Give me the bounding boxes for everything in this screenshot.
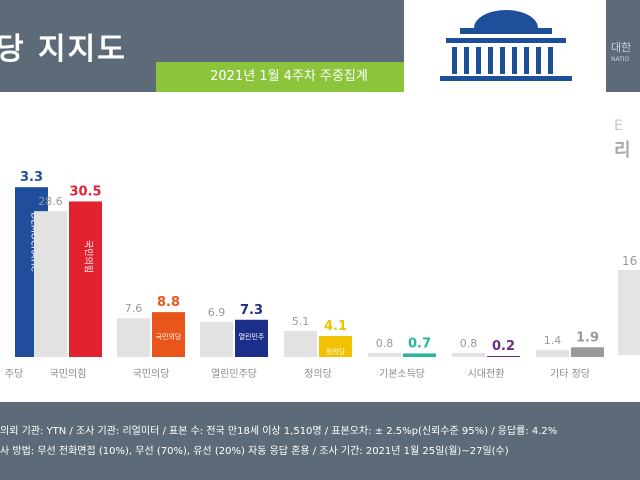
value-label-previous-2: 7.6 <box>125 302 143 315</box>
survey-footer: 의뢰 기관: YTN / 조사 기관: 리얼미터 / 표본 수: 전국 만18세… <box>0 402 640 480</box>
value-label-previous-3: 6.9 <box>208 306 226 319</box>
bar-previous-3 <box>200 321 233 357</box>
bar-current-7 <box>571 347 604 357</box>
page-title: 당 지지도 <box>0 32 127 67</box>
value-label-previous-5: 0.8 <box>376 337 394 350</box>
header-banner: 당 지지도 2021년 1월 4주차 주중집계 대한 NATIO <box>0 0 640 92</box>
right-panel-value: 16 <box>622 254 638 268</box>
value-label-current-4: 4.1 <box>324 319 347 334</box>
bar-previous-4 <box>284 330 317 357</box>
party-logo-text-2: 국민의당 <box>156 332 182 341</box>
party-logo-text-3: 열린민주 <box>239 332 265 341</box>
value-label-previous-4: 5.1 <box>292 315 310 328</box>
category-label-3: 열린민주당 <box>211 368 257 380</box>
bar-current-4 <box>319 336 352 357</box>
value-label-current-2: 8.8 <box>157 295 180 310</box>
value-label-current-1: 30.5 <box>69 184 101 199</box>
value-label-current-3: 7.3 <box>240 303 263 318</box>
value-label-current-7: 1.9 <box>576 330 599 345</box>
national-assembly-icon <box>440 10 572 81</box>
bar-current-2 <box>152 312 185 357</box>
category-label-4: 정의당 <box>304 368 332 380</box>
right-panel-label-2: 리 <box>614 140 631 161</box>
category-label-6: 시대전환 <box>468 368 505 380</box>
category-label-1: 국민의힘 <box>50 368 87 380</box>
bar-current-3 <box>235 319 268 357</box>
value-label-current-0: 3.3 <box>20 170 43 185</box>
emblem-side-sub: NATIO <box>611 56 630 63</box>
emblem-side-text: 대한 <box>611 41 632 54</box>
category-label-0: 주당 <box>5 368 23 380</box>
right-panel-bar <box>618 270 640 355</box>
bar-current-5 <box>403 353 436 357</box>
footer-line-1: 의뢰 기관: YTN / 조사 기관: 리얼미터 / 표본 수: 전국 만18세… <box>0 426 558 437</box>
emblem-side-caption: 대한 NATIO <box>611 40 631 64</box>
value-label-previous-1: 28.6 <box>38 195 63 208</box>
chart-area: 3.3 DEMOCRATIC 주당 28.6 30.5 국민의힘 국민의힘 7.6 8.8 국민의… <box>0 92 640 402</box>
value-label-current-6: 0.2 <box>492 339 515 354</box>
bar-previous-5 <box>368 352 401 357</box>
category-label-5: 기본소득당 <box>379 368 425 380</box>
bar-current-6 <box>487 355 520 357</box>
bar-current-1 <box>69 201 102 357</box>
bar-previous-6 <box>452 352 485 357</box>
right-panel-label-1: E <box>614 118 623 134</box>
party-logo-text-4: 정의당 <box>326 347 346 356</box>
bar-previous-1 <box>34 211 67 357</box>
party-logo-text-0: DEMOCRATIC <box>29 212 39 272</box>
assembly-emblem-panel <box>404 0 606 92</box>
bar-previous-7 <box>536 349 569 357</box>
survey-period-badge: 2021년 1월 4주차 주중집계 <box>156 62 422 92</box>
footer-line-2: 사 방법: 무선 전화면접 (10%), 무선 (70%), 유선 (20%) … <box>0 446 509 457</box>
category-label-2: 국민의당 <box>133 368 170 380</box>
value-label-previous-7: 1.4 <box>544 334 562 347</box>
value-label-previous-6: 0.8 <box>460 337 478 350</box>
bar-previous-2 <box>117 318 150 357</box>
party-logo-text-1: 국민의힘 <box>83 240 94 273</box>
category-label-7: 기타 정당 <box>550 368 590 380</box>
cut-off-right-panel: E 리 16 <box>614 92 640 402</box>
value-label-current-5: 0.7 <box>408 336 431 351</box>
